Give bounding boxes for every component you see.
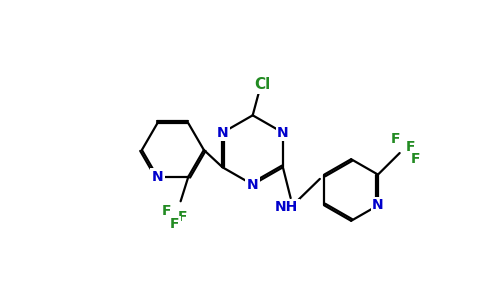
Text: Cl: Cl	[255, 77, 271, 92]
Text: N: N	[247, 178, 258, 192]
Text: N: N	[277, 126, 289, 140]
Text: F: F	[170, 218, 179, 231]
Text: NH: NH	[275, 200, 299, 214]
Text: F: F	[410, 152, 420, 166]
Text: N: N	[217, 126, 228, 140]
Text: F: F	[391, 132, 401, 146]
Text: F: F	[406, 140, 415, 154]
Text: F: F	[178, 210, 187, 224]
Text: N: N	[151, 169, 163, 184]
Text: F: F	[162, 203, 171, 218]
Text: N: N	[372, 198, 384, 212]
